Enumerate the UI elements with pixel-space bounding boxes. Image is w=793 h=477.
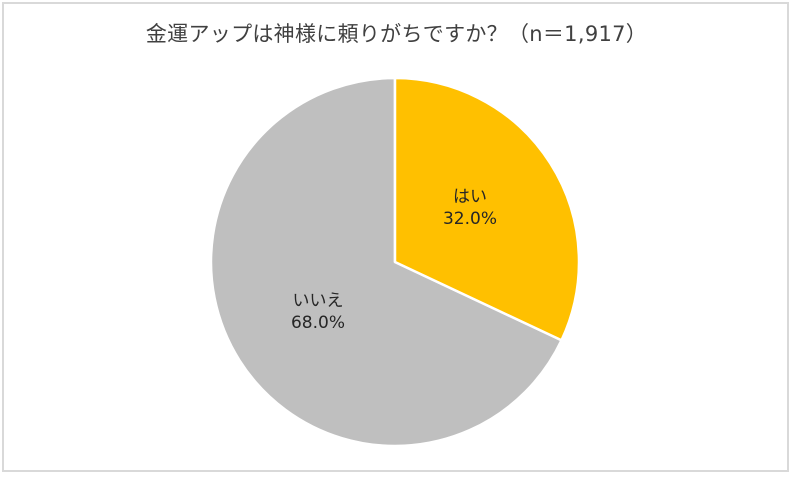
chart-title: 金運アップは神様に頼りがちですか？（n＝1,917）	[145, 22, 648, 46]
slice-no-label: いいえ 68.0%	[268, 290, 368, 334]
slice-yes-label: はい 32.0%	[420, 186, 520, 230]
slice-yes	[393, 76, 581, 342]
slice-yes-value: 32.0%	[442, 209, 497, 229]
slice-no	[209, 76, 563, 448]
slice-yes-name: はい	[453, 187, 487, 207]
slice-no-name: いいえ	[292, 291, 344, 311]
slice-no-value: 68.0%	[290, 313, 345, 333]
